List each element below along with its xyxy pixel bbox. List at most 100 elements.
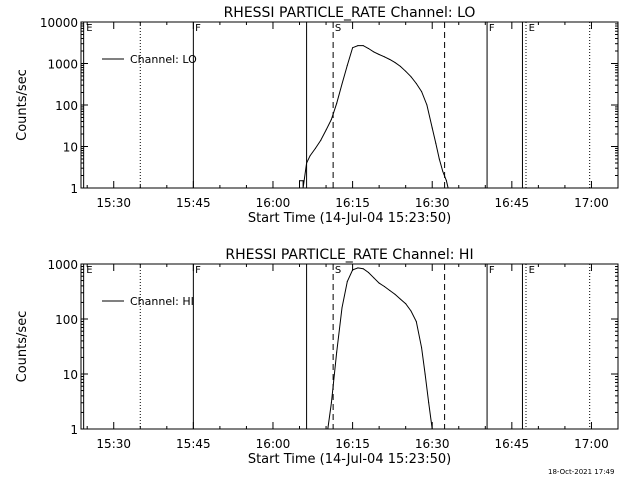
data-point xyxy=(405,303,407,305)
event-marker: E xyxy=(86,23,92,34)
data-point xyxy=(421,347,423,349)
x-tick-label: 16:45 xyxy=(495,196,530,210)
data-point xyxy=(357,45,359,47)
data-point xyxy=(302,187,304,189)
y-tick-label: 100 xyxy=(55,99,78,113)
data-point xyxy=(362,45,364,47)
y-tick-label: 10 xyxy=(63,141,78,155)
data-point xyxy=(424,373,426,375)
legend-entry: Channel: LO xyxy=(130,53,197,66)
event-marker: F xyxy=(489,265,495,276)
data-point xyxy=(428,402,430,404)
data-point xyxy=(431,127,433,129)
data-point xyxy=(399,298,401,300)
data-point xyxy=(362,268,364,270)
data-point xyxy=(389,289,391,291)
data-point xyxy=(306,162,308,164)
y-tick-label: 1 xyxy=(70,182,78,196)
data-point xyxy=(341,83,343,85)
data-point xyxy=(309,155,311,157)
data-point xyxy=(346,281,348,283)
data-point xyxy=(383,285,385,287)
data-point xyxy=(320,139,322,141)
data-point xyxy=(352,269,354,271)
x-tick-label: 17:00 xyxy=(574,196,609,210)
data-point xyxy=(378,282,380,284)
data-point xyxy=(352,47,354,49)
plot-panel-hi: RHESSI PARTICLE_RATE Channel: HI E F S F E 1 10… xyxy=(15,247,619,467)
data-point xyxy=(383,56,385,58)
data-point xyxy=(336,102,338,104)
legend-entry: Channel: HI xyxy=(130,295,194,308)
data-point xyxy=(378,53,380,55)
data-point xyxy=(325,129,327,131)
data-point xyxy=(346,64,348,66)
y-tick-label: 1 xyxy=(70,423,78,437)
data-point xyxy=(297,187,299,189)
data-point xyxy=(405,70,407,72)
x-tick-label: 16:00 xyxy=(256,196,291,210)
x-tick-label: 15:45 xyxy=(176,437,211,451)
event-marker: S xyxy=(335,23,341,34)
data-point xyxy=(435,142,437,144)
data-point xyxy=(327,428,329,430)
x-tick-label: 16:30 xyxy=(415,196,450,210)
x-axis-label: Start Time (14-Jul-04 15:23:50) xyxy=(248,452,451,467)
data-point xyxy=(299,187,301,189)
data-point xyxy=(368,47,370,49)
axes-frame xyxy=(80,21,619,189)
series-line-hi xyxy=(327,267,433,430)
data-point xyxy=(431,428,433,430)
data-point xyxy=(442,170,444,172)
data-point xyxy=(394,293,396,295)
timestamp: 18-Oct-2021 17:49 xyxy=(548,468,615,476)
data-point xyxy=(426,104,428,106)
plot-panel-lo: RHESSI PARTICLE_RATE Channel: LO E F S F E 1 10… xyxy=(15,5,619,226)
x-tick-label: 17:00 xyxy=(574,437,609,451)
data-point xyxy=(438,158,440,160)
chart-title: RHESSI PARTICLE_RATE Channel: LO xyxy=(224,5,476,21)
data-point xyxy=(399,65,401,67)
event-marker: F xyxy=(489,23,495,34)
data-point xyxy=(373,51,375,53)
data-point xyxy=(445,180,447,182)
axes-frame xyxy=(80,263,619,430)
event-marker: E xyxy=(529,265,535,276)
data-point xyxy=(447,187,449,189)
data-point xyxy=(314,147,316,149)
event-marker: E xyxy=(86,265,92,276)
x-tick-label: 16:15 xyxy=(335,196,370,210)
y-axis-label: Counts/sec xyxy=(15,69,30,141)
data-point xyxy=(336,351,338,353)
event-marker: S xyxy=(335,265,341,276)
data-point xyxy=(421,91,423,93)
data-point xyxy=(357,267,359,269)
event-marker: E xyxy=(529,23,535,34)
series-line-lo xyxy=(297,45,449,189)
data-point xyxy=(410,310,412,312)
x-tick-label: 15:30 xyxy=(96,196,131,210)
y-tick-label: 1000 xyxy=(47,58,78,72)
x-tick-label: 15:45 xyxy=(176,196,211,210)
y-tick-label: 100 xyxy=(55,313,78,327)
x-axis-label: Start Time (14-Jul-04 15:23:50) xyxy=(248,211,451,226)
data-point xyxy=(368,272,370,274)
data-point xyxy=(410,76,412,78)
data-point xyxy=(394,62,396,64)
event-marker: F xyxy=(195,23,201,34)
chart-title: RHESSI PARTICLE_RATE Channel: HI xyxy=(225,247,473,263)
y-axis-label: Counts/sec xyxy=(15,311,30,383)
x-tick-label: 16:00 xyxy=(256,437,291,451)
y-tick-label: 10000 xyxy=(40,16,78,30)
x-tick-label: 15:30 xyxy=(96,437,131,451)
x-tick-label: 16:15 xyxy=(335,437,370,451)
data-point xyxy=(299,180,301,182)
y-tick-label: 10 xyxy=(63,368,78,382)
data-point xyxy=(341,307,343,309)
data-point xyxy=(389,58,391,60)
x-tick-label: 16:30 xyxy=(415,437,450,451)
event-marker: F xyxy=(195,265,201,276)
data-point xyxy=(373,277,375,279)
data-point xyxy=(415,321,417,323)
